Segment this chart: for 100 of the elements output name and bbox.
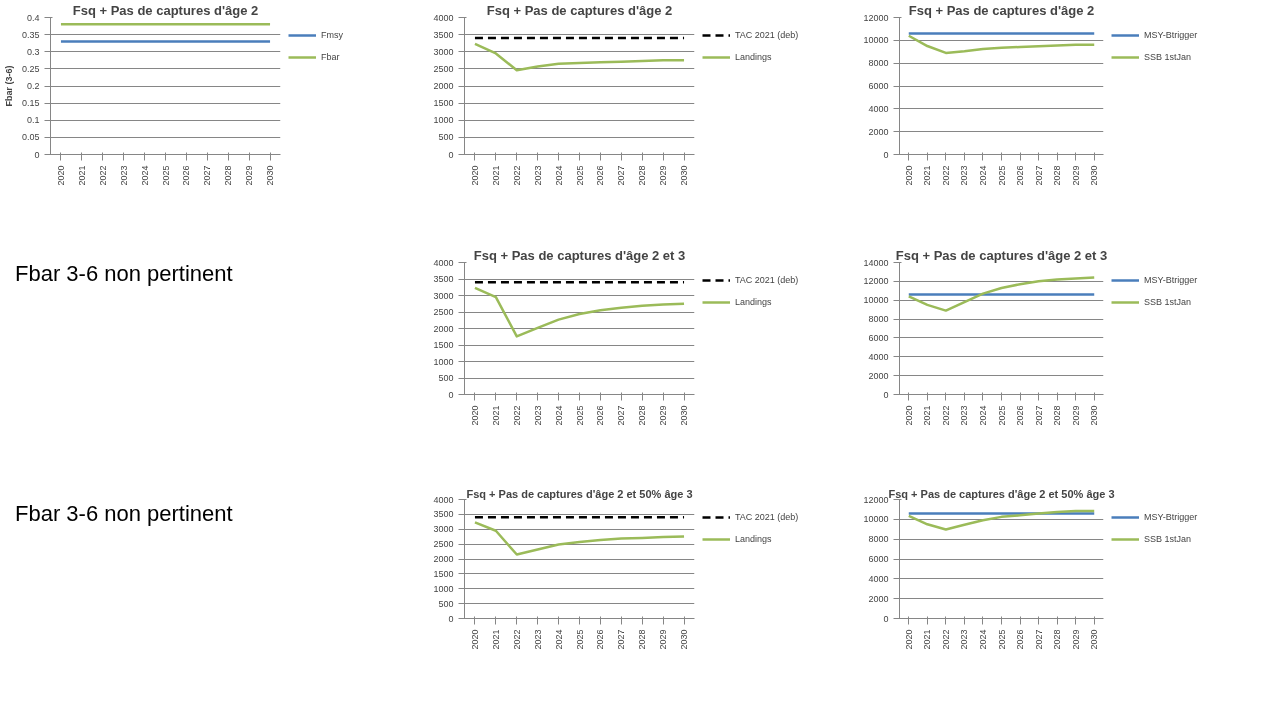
line-series	[907, 276, 1096, 312]
x-tick-label: 2028	[637, 165, 648, 186]
y-tick-label: 0.4	[26, 12, 40, 23]
y-tick-label: 10000	[863, 35, 889, 46]
legend-label: SSB 1stJan	[1144, 533, 1192, 545]
chart-title: Fsq + Pas de captures d'âge 2	[72, 2, 259, 18]
y-tick-label: 3500	[433, 509, 454, 520]
legend-label: Fmsy	[321, 29, 343, 41]
x-tick-label: 2024	[977, 405, 988, 426]
x-tick-label: 2026	[1015, 405, 1026, 426]
y-tick-label: 2000	[433, 323, 454, 334]
x-tick-label: 2025	[996, 629, 1007, 650]
y-tick-label: 8000	[868, 58, 889, 69]
x-tick-label: 2027	[1033, 405, 1044, 426]
y-tick-label: 8000	[868, 534, 889, 545]
x-tick-label: 2029	[658, 405, 669, 426]
x-tick-label: 2028	[637, 629, 648, 650]
line-series	[473, 286, 686, 338]
y-tick-label: 0.15	[21, 98, 40, 109]
x-tick-label: 2028	[1052, 405, 1063, 426]
y-tick-label: 1000	[433, 583, 454, 594]
x-tick-label: 2022	[511, 165, 522, 186]
y-tick-label: 4000	[433, 257, 454, 268]
y-tick-label: 0	[448, 149, 454, 160]
x-tick-label: 2024	[553, 629, 564, 650]
x-tick-label: 2030	[679, 629, 690, 650]
y-tick-label: 2500	[433, 539, 454, 550]
x-tick-label: 2026	[595, 405, 606, 426]
y-tick-label: 3500	[433, 274, 454, 284]
legend-label: Fbar	[321, 51, 341, 63]
x-tick-label: 2029	[1070, 165, 1081, 186]
x-tick-label: 2024	[553, 165, 564, 186]
x-tick-label: 2024	[139, 165, 150, 186]
x-tick-label: 2023	[118, 165, 129, 186]
y-tick-label: 3000	[433, 46, 454, 57]
y-tick-label: 3500	[433, 29, 454, 40]
y-tick-label: 3000	[433, 524, 454, 535]
line-series	[907, 34, 1096, 55]
x-tick-label: 2026	[595, 629, 606, 650]
y-tick-label: 12000	[863, 12, 889, 23]
text: Fbar 3-6 non pertinent	[15, 260, 233, 288]
y-tick-label: 0	[448, 613, 454, 624]
x-tick-label: 2030	[265, 165, 276, 186]
x-tick-label: 2025	[996, 165, 1007, 186]
x-tick-label: 2026	[1015, 165, 1026, 186]
x-tick-label: 2025	[574, 165, 585, 186]
y-tick-label: 1000	[433, 356, 454, 367]
x-tick-label: 2027	[616, 405, 627, 426]
y-tick-label: 2000	[868, 593, 889, 604]
x-tick-label: 2021	[490, 405, 501, 426]
y-tick-label: 10000	[863, 514, 889, 525]
y-tick-label: 0	[883, 613, 889, 624]
x-tick-label: 2026	[1015, 629, 1026, 650]
y-tick-label: 1500	[433, 98, 454, 109]
x-tick-label: 2021	[490, 165, 501, 186]
x-tick-label: 2027	[616, 629, 627, 650]
x-tick-label: 2024	[977, 629, 988, 650]
y-tick-label: 4000	[868, 573, 889, 584]
y-tick-label: 0.1	[26, 115, 40, 126]
legend-label: SSB 1stJan	[1144, 51, 1192, 63]
legend-label: TAC 2021 (deb)	[735, 274, 799, 286]
y-tick-label: 12000	[863, 494, 889, 505]
y-tick-label: 0.3	[26, 46, 40, 57]
y-tick-label: 0.05	[21, 132, 40, 143]
x-tick-label: 2027	[202, 165, 213, 186]
x-tick-label: 2022	[511, 629, 522, 650]
x-tick-label: 2027	[616, 165, 627, 186]
legend-label: Landings	[735, 533, 772, 545]
x-tick-label: 2023	[959, 629, 970, 650]
x-tick-label: 2030	[679, 405, 690, 426]
x-tick-label: 2026	[595, 165, 606, 186]
x-tick-label: 2030	[1089, 629, 1100, 650]
text: Fbar 3-6 non pertinent	[15, 500, 233, 528]
x-tick-label: 2023	[959, 165, 970, 186]
x-tick-label: 2020	[903, 405, 914, 426]
y-tick-label: 0	[883, 389, 889, 400]
x-tick-label: 2020	[903, 165, 914, 186]
y-tick-label: 500	[438, 373, 454, 383]
y-axis-title: Fbar (3-6)	[3, 65, 14, 107]
x-tick-label: 2020	[469, 405, 480, 426]
chart-title: Fsq + Pas de captures d'âge 2 et 3	[895, 247, 1108, 263]
x-tick-label: 2028	[1052, 165, 1063, 186]
x-tick-label: 2021	[922, 629, 933, 650]
y-tick-label: 1000	[433, 115, 454, 126]
y-tick-label: 12000	[863, 276, 889, 287]
y-tick-label: 0.2	[26, 81, 40, 91]
x-tick-label: 2025	[996, 405, 1007, 426]
x-tick-label: 2029	[1070, 405, 1081, 426]
y-tick-label: 2000	[433, 554, 454, 564]
legend-label: TAC 2021 (deb)	[735, 29, 799, 41]
x-tick-label: 2023	[959, 405, 970, 426]
line-series	[907, 509, 1096, 531]
x-tick-label: 2020	[903, 629, 914, 650]
line-series	[473, 521, 686, 556]
chart-title: Fsq + Pas de captures d'âge 2	[908, 2, 1095, 18]
y-tick-label: 3000	[433, 290, 454, 301]
x-tick-label: 2023	[532, 165, 543, 186]
x-tick-label: 2022	[940, 629, 951, 650]
x-tick-label: 2027	[1033, 629, 1044, 650]
chart-title: Fsq + Pas de captures d'âge 2 et 3	[473, 247, 686, 263]
